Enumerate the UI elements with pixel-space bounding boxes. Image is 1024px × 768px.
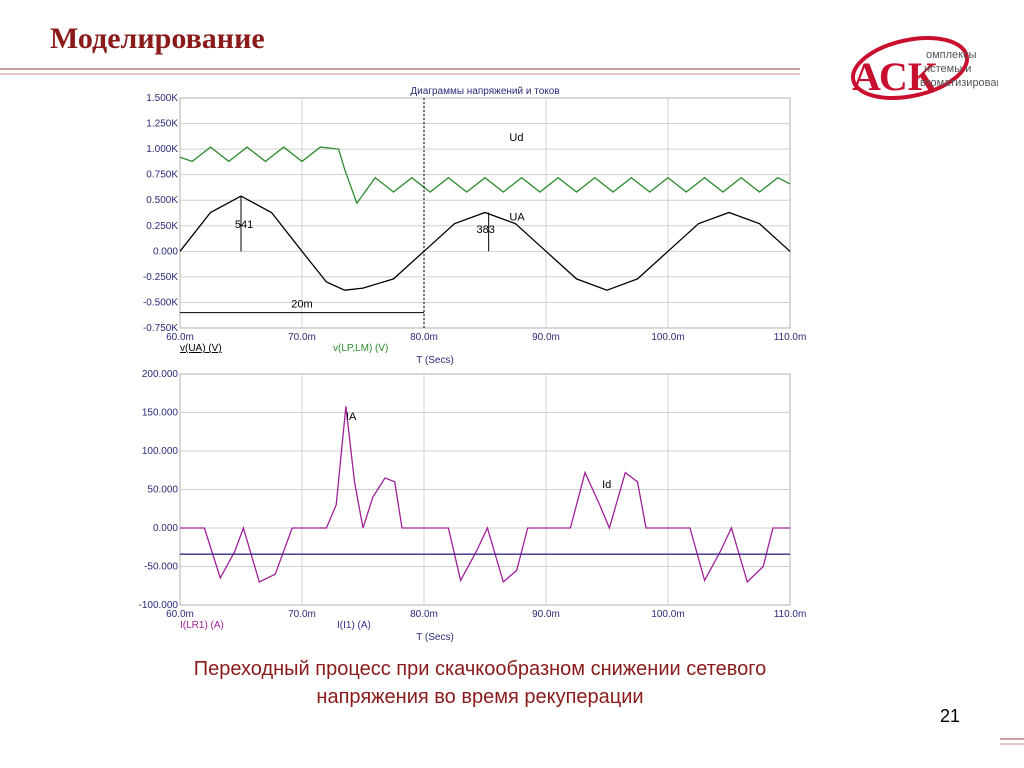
title-underline [0, 68, 800, 70]
c1-series-0-line [179, 195, 791, 291]
chart2-legend-ilr1: I(LR1) (A) [180, 620, 224, 631]
c1-x-tick-label: 60.0m [166, 332, 194, 343]
c1-y-tick-label: 1.250K [146, 119, 178, 130]
c1-y-tick-label: -0.250K [143, 272, 178, 283]
c1-x-tick-label: 100.0m [651, 332, 684, 343]
c1-x-tick-label: 70.0m [288, 332, 316, 343]
c1-x-tick-label: 90.0m [532, 332, 560, 343]
c1-y-tick-label: -0.750K [143, 323, 178, 334]
chart2-xlabel: T (Secs) [416, 632, 454, 643]
c1-label-ud: Ud [509, 132, 523, 144]
chart1-legend-ud: v(LP,LM) (V) [333, 343, 388, 354]
c1-y-tick-label: 0.250K [146, 221, 178, 232]
c1-x-tick-label: 110.0m [774, 332, 807, 343]
simulation-charts: Диаграммы напряжений и токов 1.500K 1.250… [139, 86, 807, 643]
c2-series-0-line [180, 406, 790, 584]
c1-y-tick-label: 0.500K [146, 195, 178, 206]
c2-y-tick-label: -50.000 [144, 562, 178, 573]
c1-label-ua: UA [509, 212, 525, 224]
logo-line1: омплексы [926, 49, 977, 61]
logo-letters: АСК [852, 54, 937, 99]
c2-y-tick-label: 0.000 [153, 523, 178, 534]
chart2-legend-i1: I(I1) (A) [337, 620, 371, 631]
caption-line2: напряжения во время рекуперации [316, 686, 644, 708]
c2-x-tick-label: 60.0m [166, 609, 194, 620]
c1-y-tick-label: -0.500K [143, 297, 178, 308]
c2-y-tick-label: 150.000 [142, 408, 179, 419]
footer-rule-light [1000, 743, 1024, 745]
chart1-title: Диаграммы напряжений и токов [410, 86, 559, 97]
c1-annotation-541: 541 [235, 219, 253, 231]
chart1-legend-ua: v(UA) (V) [180, 343, 222, 354]
c1-y-tick-label: 1.000K [146, 144, 178, 155]
footer-rule [1000, 738, 1024, 740]
c2-x-tick-label: 80.0m [410, 609, 438, 620]
c2-y-tick-label: 100.000 [142, 446, 179, 457]
page-number: 21 [940, 706, 961, 726]
c2-label-ia: IA [346, 411, 357, 423]
c1-y-tick-label: 1.500K [146, 93, 178, 104]
c2-x-tick-label: 70.0m [288, 609, 316, 620]
company-logo: АСК омплексы истемы и втоматизированные [850, 36, 998, 100]
c1-series-1-line [179, 146, 791, 205]
title-underline-light [0, 73, 800, 75]
c1-annotation-383: 383 [476, 224, 494, 236]
chart1-xlabel: T (Secs) [416, 355, 454, 366]
c2-y-tick-label: 200.000 [142, 369, 179, 380]
slide-title: Моделирование [50, 22, 265, 55]
c2-x-tick-label: 110.0m [774, 609, 807, 620]
c1-y-tick-label: 0.750K [146, 170, 178, 181]
c2-x-tick-label: 100.0m [651, 609, 684, 620]
slide-caption: Переходный процесс при скачкообразном сн… [130, 655, 830, 711]
c1-annotation-20m: 20m [291, 299, 312, 311]
c2-label-id: Id [602, 479, 611, 491]
logo-line2: истемы и [924, 63, 971, 75]
c1-x-tick-label: 80.0m [410, 332, 438, 343]
c2-y-tick-label: 50.000 [147, 485, 178, 496]
c2-x-tick-label: 90.0m [532, 609, 560, 620]
c2-y-tick-label: -100.000 [139, 600, 179, 611]
caption-line1: Переходный процесс при скачкообразном сн… [193, 658, 767, 680]
logo-line3: втоматизированные [920, 77, 998, 89]
c1-y-tick-label: 0.000 [153, 246, 178, 257]
